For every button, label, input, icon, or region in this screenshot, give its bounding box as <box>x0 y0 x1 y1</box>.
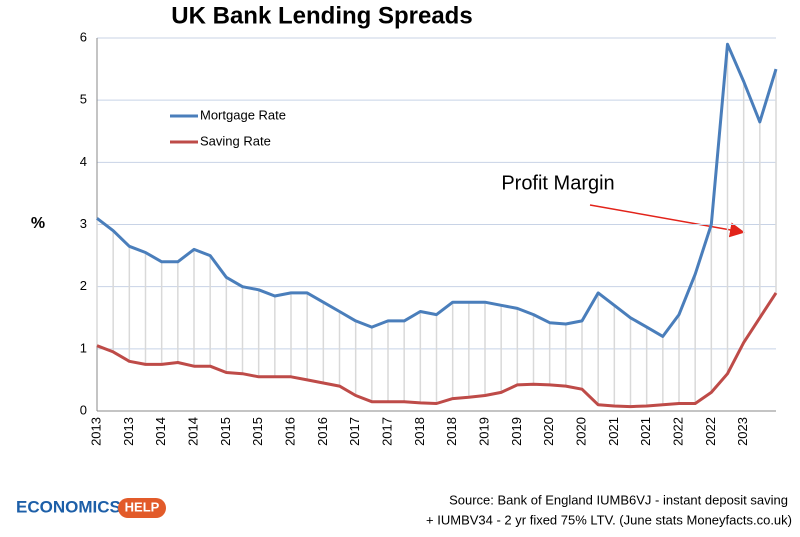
y-tick-label: 0 <box>80 402 87 417</box>
x-tick-label: 2018 <box>412 417 427 446</box>
x-tick-label: 2021 <box>638 417 653 446</box>
x-tick-label: 2015 <box>218 417 233 446</box>
y-tick-label: 1 <box>80 340 87 355</box>
logo-badge <box>118 498 166 518</box>
x-tick-label: 2023 <box>735 417 750 446</box>
y-tick-label: 5 <box>80 92 87 107</box>
y-tick-label: 6 <box>80 29 87 44</box>
logo-text: ECONOMICS <box>16 497 121 516</box>
series-line <box>96 292 778 409</box>
x-tick-label: 2019 <box>476 417 491 446</box>
y-tick-label: 4 <box>80 154 87 169</box>
x-tick-label: 2014 <box>185 417 200 446</box>
y-axis-label: % <box>31 215 45 232</box>
source-text: + IUMBV34 - 2 yr fixed 75% LTV. (June st… <box>426 512 792 527</box>
x-tick-label: 2014 <box>153 417 168 446</box>
x-tick-label: 2015 <box>250 417 265 446</box>
x-tick-label: 2020 <box>541 417 556 446</box>
annotation: Profit Margin <box>501 172 614 194</box>
source-text: Source: Bank of England IUMB6VJ - instan… <box>449 492 788 507</box>
x-tick-label: 2021 <box>606 417 621 446</box>
y-tick-label: 2 <box>80 278 87 293</box>
x-tick-label: 2022 <box>670 417 685 446</box>
logo-text: HELP <box>125 499 160 514</box>
x-tick-label: 2019 <box>509 417 524 446</box>
legend-label: Saving Rate <box>200 133 271 148</box>
x-tick-label: 2018 <box>444 417 459 446</box>
legend-label: Mortgage Rate <box>200 107 286 122</box>
annotation-arrow <box>589 204 745 238</box>
x-tick-label: 2016 <box>315 417 330 446</box>
x-tick-label: 2013 <box>121 417 136 446</box>
series-line <box>96 42 778 338</box>
chart-title: UK Bank Lending Spreads <box>171 2 472 29</box>
y-tick-label: 3 <box>80 216 87 231</box>
x-tick-label: 2017 <box>379 417 394 446</box>
x-tick-label: 2016 <box>282 417 297 446</box>
x-tick-label: 2013 <box>88 417 103 446</box>
x-tick-label: 2020 <box>573 417 588 446</box>
x-tick-label: 2017 <box>347 417 362 446</box>
x-tick-label: 2022 <box>703 417 718 446</box>
